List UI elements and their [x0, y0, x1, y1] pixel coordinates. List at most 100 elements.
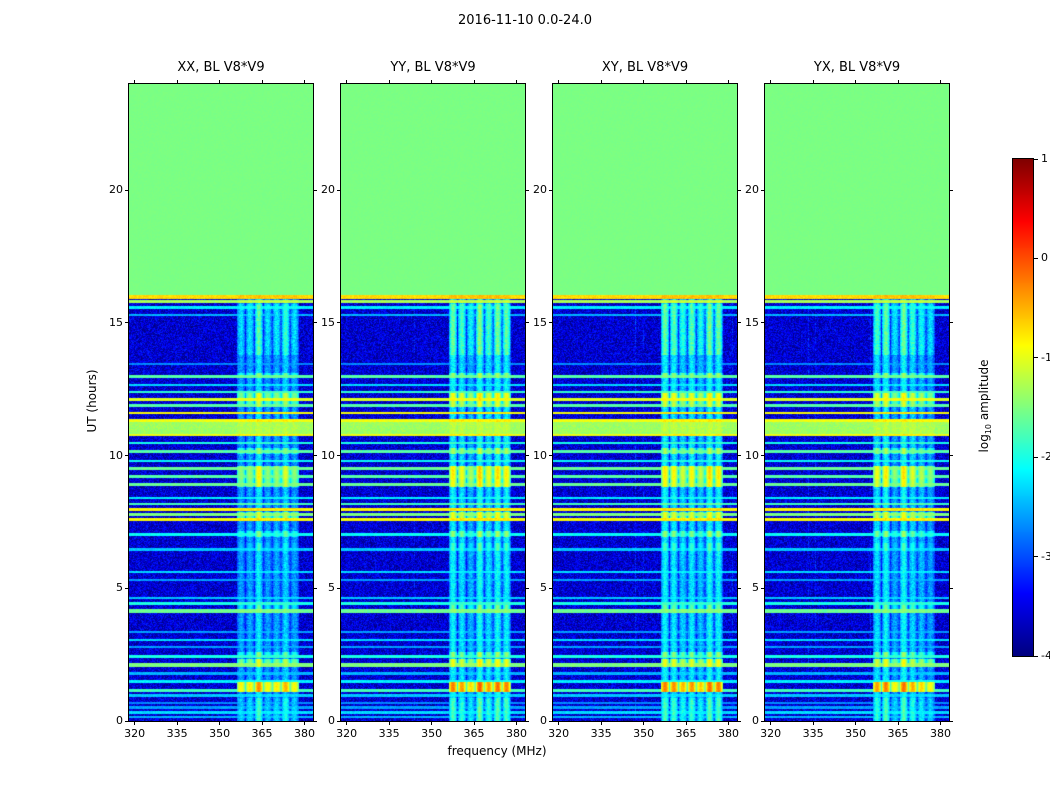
panel-yy: YY, BL V8*V9 320 335 350 365 380 0 5 10 15 20 [321, 60, 529, 740]
y-tick [125, 189, 129, 191]
x-tick [812, 721, 814, 725]
x-tick-top [643, 80, 645, 84]
spectrogram-canvas-yy [341, 84, 525, 721]
x-tick [304, 721, 305, 725]
x-tick [855, 721, 857, 725]
x-tick-label: 380 [718, 727, 739, 740]
x-tick-top [770, 80, 772, 84]
x-tick-top [812, 80, 814, 84]
x-tick-top [897, 80, 899, 84]
y-tick [549, 720, 553, 722]
y-tick-right [737, 322, 741, 324]
x-tick-label: 320 [336, 727, 358, 740]
x-tick-top [388, 80, 390, 84]
y-tick [337, 720, 341, 722]
y-tick [125, 587, 129, 589]
colorbar-tick-label: -2 [1041, 450, 1050, 464]
y-tick [337, 455, 341, 457]
colorbar: 1 0 -1 -2 -3 -4 [1012, 152, 1050, 662]
x-tick-label: 350 [421, 727, 443, 740]
y-tick-right [737, 189, 741, 191]
y-tick-label: 0 [752, 714, 759, 727]
colorbar-tick [1034, 158, 1038, 160]
spectrogram-canvas-xy [553, 84, 737, 721]
y-tick-right [525, 455, 529, 457]
colorbar-tick-label: 0 [1041, 251, 1048, 265]
x-tick [431, 721, 433, 725]
x-tick-label: 380 [930, 727, 951, 740]
y-tick-label: 5 [328, 581, 335, 595]
panel-title-xx: XX, BL V8*V9 [177, 60, 265, 75]
y-tick [761, 587, 765, 589]
y-tick [337, 322, 341, 324]
y-tick-label: 20 [321, 183, 335, 197]
x-tick-label: 365 [463, 727, 485, 740]
y-tick [337, 587, 341, 589]
x-tick-label: 320 [760, 727, 782, 740]
x-tick-top [516, 80, 517, 84]
y-tick-right [313, 587, 317, 589]
panel-title-yx: YX, BL V8*V9 [813, 60, 901, 75]
y-tick-label: 5 [540, 581, 547, 595]
y-tick-right [949, 455, 953, 457]
x-tick [558, 721, 560, 725]
x-tick [728, 721, 729, 725]
x-tick-label: 335 [166, 727, 188, 740]
y-tick-label: 15 [321, 315, 335, 329]
x-tick-top [728, 80, 729, 84]
y-tick [125, 720, 129, 722]
colorbar-tick-label: -1 [1041, 350, 1050, 364]
y-tick-right [737, 587, 741, 589]
colorbar-tick [1034, 456, 1038, 458]
colorbar-label-log: log [976, 434, 991, 453]
y-tick-right [525, 189, 529, 191]
x-tick [346, 721, 348, 725]
y-tick-right [737, 720, 741, 722]
y-tick-right [949, 322, 953, 324]
y-tick-label: 5 [752, 581, 759, 595]
x-tick [516, 721, 517, 725]
y-tick-label: 15 [533, 315, 547, 329]
y-tick [761, 455, 765, 457]
colorbar-gradient [1013, 159, 1033, 656]
x-tick-top [134, 80, 136, 84]
panel-title-xy: XY, BL V8*V9 [601, 60, 689, 75]
x-tick [176, 721, 178, 725]
x-tick [388, 721, 390, 725]
y-tick [761, 720, 765, 722]
y-tick [549, 455, 553, 457]
x-tick [770, 721, 772, 725]
panel-xx: XX, BL V8*V9 320 335 350 365 380 0 5 10 15 20 [109, 60, 317, 740]
x-tick-label: 335 [590, 727, 612, 740]
y-tick-label: 10 [745, 448, 759, 462]
y-tick-right [313, 720, 317, 722]
colorbar-tick [1034, 655, 1038, 657]
panel-xy: XY, BL V8*V9 320 335 350 365 380 0 5 10 15 20 [533, 60, 741, 740]
x-tick-top [304, 80, 305, 84]
spectrogram-canvas-xx [129, 84, 313, 721]
x-tick-top [473, 80, 475, 84]
x-tick [134, 721, 136, 725]
x-tick-label: 380 [506, 727, 527, 740]
y-tick-label: 0 [116, 714, 123, 727]
y-tick [549, 322, 553, 324]
y-tick-label: 15 [745, 315, 759, 329]
x-tick [940, 721, 941, 725]
x-tick-label: 350 [633, 727, 655, 740]
x-tick [600, 721, 602, 725]
y-tick-right [313, 322, 317, 324]
panel-title-yy: YY, BL V8*V9 [390, 60, 476, 75]
colorbar-label: log10 amplitude [977, 360, 993, 453]
x-axis-label: frequency (MHz) [447, 744, 547, 758]
x-tick-label: 320 [548, 727, 570, 740]
x-tick-top [940, 80, 941, 84]
y-tick-right [525, 587, 529, 589]
colorbar-tick [1034, 257, 1038, 259]
y-tick-right [313, 189, 317, 191]
colorbar-label-subscript: 10 [984, 423, 994, 435]
x-tick-label: 365 [251, 727, 273, 740]
colorbar-tick-label: -3 [1041, 549, 1050, 563]
x-tick-top [431, 80, 433, 84]
y-tick-label: 0 [540, 714, 547, 727]
